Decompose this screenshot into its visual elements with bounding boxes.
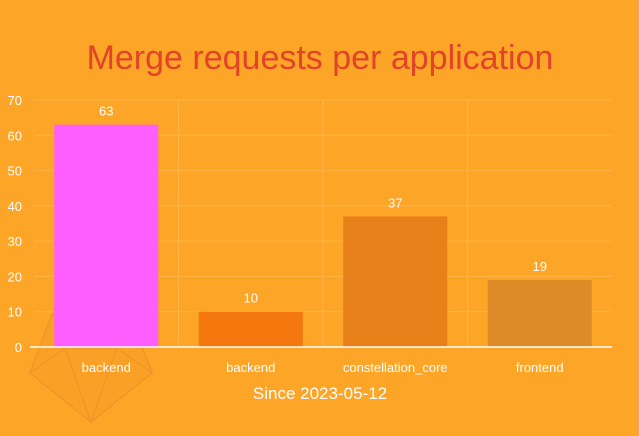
y-tick-label: 40 xyxy=(8,199,22,214)
bars xyxy=(54,124,592,347)
y-tick-label: 70 xyxy=(8,93,22,108)
bar xyxy=(487,279,592,347)
y-tick-label: 60 xyxy=(8,128,22,143)
chart-title: Merge requests per application xyxy=(87,39,554,77)
chart-subtitle: Since 2023-05-12 xyxy=(253,384,387,403)
bar xyxy=(343,216,448,347)
y-tick-label: 50 xyxy=(8,164,22,179)
y-tick-label: 30 xyxy=(8,234,22,249)
bar-value-label: 63 xyxy=(99,104,113,119)
y-axis-ticks: 0 10 20 30 40 50 60 70 xyxy=(8,93,22,355)
x-tick-label: backend xyxy=(82,360,131,375)
bar xyxy=(54,124,159,347)
x-tick-label: constellation_core xyxy=(343,360,448,375)
y-tick-label: 10 xyxy=(8,305,22,320)
bar xyxy=(198,311,303,347)
y-tick-label: 0 xyxy=(15,340,22,355)
bar-value-label: 10 xyxy=(244,291,258,306)
y-tick-label: 20 xyxy=(8,269,22,284)
x-tick-label: frontend xyxy=(516,360,564,375)
bar-value-label: 19 xyxy=(533,259,547,274)
data-labels: 63 10 37 19 xyxy=(99,104,547,306)
x-axis-labels: backend backend constellation_core frontend xyxy=(82,360,564,375)
bar-value-label: 37 xyxy=(388,195,402,210)
x-tick-label: backend xyxy=(226,360,275,375)
